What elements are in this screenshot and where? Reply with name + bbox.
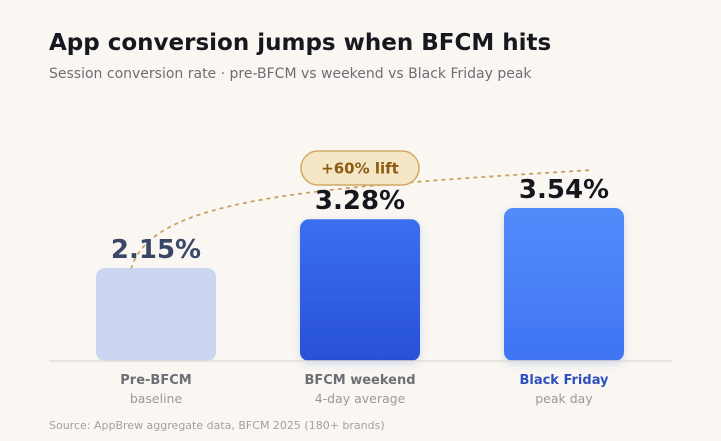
category-label: Pre-BFCM: [120, 373, 191, 388]
category-label: Black Friday: [519, 373, 609, 388]
category-sublabel: 4-day average: [315, 391, 406, 406]
bar-black-friday: [504, 208, 624, 361]
bar-bfcm-weekend: [300, 219, 420, 361]
bar-pre-bfcm: [96, 268, 216, 361]
trend-curve: [130, 169, 593, 270]
category-sublabel: baseline: [130, 391, 183, 406]
lift-badge-label: +60% lift: [321, 160, 399, 178]
category-label: BFCM weekend: [304, 373, 415, 388]
value-label: 2.15%: [111, 235, 201, 265]
lift-badge: [300, 150, 420, 186]
category-sublabel: peak day: [535, 391, 593, 406]
chart-subtitle: Session conversion rate · pre-BFCM vs we…: [49, 66, 532, 82]
value-label: 3.28%: [315, 186, 405, 216]
chart-title: App conversion jumps when BFCM hits: [49, 30, 552, 56]
source-note: Source: AppBrew aggregate data, BFCM 202…: [49, 419, 385, 432]
value-label: 3.54%: [519, 175, 609, 205]
